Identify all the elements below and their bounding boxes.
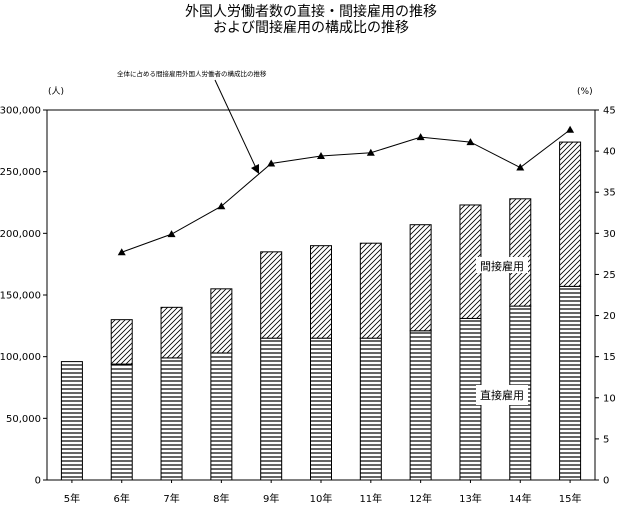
x-tick-label-2: 7年 bbox=[163, 492, 179, 505]
indirect-label-bg bbox=[476, 257, 528, 273]
chart-title: 外国人労働者数の直接・間接雇用の推移 および間接雇用の構成比の推移 bbox=[0, 4, 622, 36]
ratio-point-2 bbox=[167, 230, 176, 238]
bar-indirect-7 bbox=[409, 224, 432, 332]
bars-group bbox=[60, 141, 582, 481]
x-tick-label-10: 15年 bbox=[559, 492, 582, 505]
bar-direct-0 bbox=[60, 361, 83, 481]
bar-direct-1 bbox=[110, 363, 133, 481]
ratio-point-6 bbox=[366, 148, 375, 156]
ratio-point-3 bbox=[217, 202, 226, 210]
y2-tick-label-9: 45 bbox=[603, 106, 616, 117]
bar-indirect-5 bbox=[310, 245, 332, 339]
chart-title-line1: 外国人労働者数の直接・間接雇用の推移 bbox=[185, 4, 437, 20]
bar-direct-10 bbox=[559, 285, 582, 481]
ratio-point-9 bbox=[516, 163, 525, 171]
y2-tick-label-7: 35 bbox=[603, 188, 616, 199]
indirect-label: 間接雇用 bbox=[480, 259, 524, 273]
ratio-point-8 bbox=[466, 138, 475, 146]
y-tick-label-5: 250,000 bbox=[0, 167, 41, 178]
axes-group: 5年 6年 7年 8年 9年 10年 11年 12年 13年 14年 15年 0 50,000 100,0… bbox=[0, 106, 616, 505]
y-tick-label-1: 50,000 bbox=[6, 414, 41, 425]
x-tick-label-7: 12年 bbox=[409, 492, 432, 505]
chart-title-line2: および間接雇用の構成比の推移 bbox=[213, 20, 409, 36]
bar-indirect-6 bbox=[359, 242, 382, 339]
direct-label: 直接雇用 bbox=[480, 388, 524, 402]
x-tick-label-5: 10年 bbox=[310, 492, 333, 505]
y-tick-label-6: 300,000 bbox=[0, 106, 41, 117]
ratio-line bbox=[121, 129, 571, 253]
annotation-arrow bbox=[214, 79, 257, 169]
x-tick-label-8: 13年 bbox=[459, 492, 482, 505]
bar-indirect-4 bbox=[260, 251, 283, 339]
x-tick-label-1: 6年 bbox=[114, 492, 130, 505]
bar-direct-6 bbox=[359, 337, 382, 481]
ratio-point-7 bbox=[416, 133, 425, 141]
annotation-text: 全体に占める間接雇用外国人労働者の構成比の推移 bbox=[117, 69, 267, 78]
x-tick-label-0: 5年 bbox=[64, 492, 80, 505]
ratio-point-4 bbox=[267, 159, 276, 167]
bar-direct-3 bbox=[210, 352, 233, 481]
x-tick-label-6: 11年 bbox=[359, 492, 382, 505]
bar-indirect-2 bbox=[160, 306, 183, 359]
bar-indirect-3 bbox=[210, 288, 233, 354]
bar-indirect-1 bbox=[110, 319, 133, 365]
y2-tick-label-0: 0 bbox=[603, 476, 609, 487]
direct-label-bg bbox=[476, 385, 528, 405]
x-tick-label-3: 8年 bbox=[213, 492, 229, 505]
y2-tick-label-3: 15 bbox=[603, 352, 616, 363]
y2-tick-label-4: 20 bbox=[603, 311, 616, 322]
y-tick-label-3: 150,000 bbox=[0, 291, 41, 302]
ratio-point-5 bbox=[317, 152, 325, 160]
y2-tick-label-5: 25 bbox=[603, 270, 616, 281]
bar-direct-7 bbox=[409, 330, 432, 481]
ratio-point-1 bbox=[117, 248, 126, 256]
bar-direct-5 bbox=[310, 337, 332, 481]
bar-indirect-10 bbox=[559, 141, 582, 287]
y-tick-label-0: 0 bbox=[35, 476, 41, 487]
ratio-line-group bbox=[117, 125, 575, 256]
y2-tick-label-8: 40 bbox=[603, 147, 616, 158]
bar-direct-4 bbox=[260, 337, 283, 481]
bar-direct-2 bbox=[160, 357, 183, 481]
y2-tick-label-1: 5 bbox=[603, 434, 609, 445]
bar-indirect-9 bbox=[509, 198, 532, 307]
x-tick-label-4: 9年 bbox=[263, 492, 279, 505]
y2-tick-label-2: 10 bbox=[603, 393, 616, 404]
right-unit-label: (%) bbox=[577, 87, 593, 97]
y2-tick-label-6: 30 bbox=[603, 229, 616, 240]
y-tick-label-4: 200,000 bbox=[0, 229, 41, 240]
x-tick-label-9: 14年 bbox=[509, 492, 532, 505]
left-unit-label: (人) bbox=[48, 86, 64, 97]
annotation-arrowhead bbox=[251, 164, 259, 174]
y-tick-label-2: 100,000 bbox=[0, 352, 41, 363]
ratio-point-10 bbox=[566, 125, 575, 133]
